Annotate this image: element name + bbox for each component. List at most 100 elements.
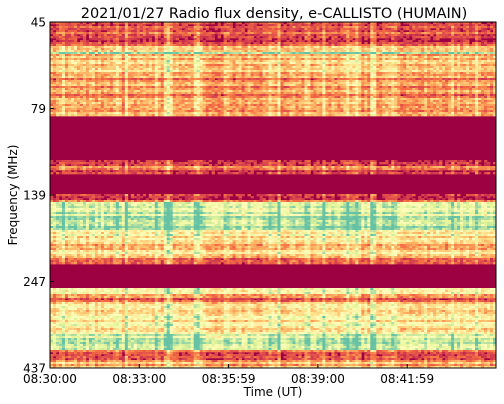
- heatmap-cell: [58, 76, 63, 79]
- heatmap-cell: [55, 24, 60, 27]
- heatmap-cell: [160, 68, 165, 71]
- heatmap-cell: [463, 32, 467, 35]
- heatmap-cell: [337, 38, 341, 41]
- heatmap-cell: [352, 88, 356, 91]
- heatmap-cell: [52, 70, 57, 73]
- heatmap-cell: [214, 62, 218, 65]
- heatmap-cell: [70, 24, 75, 27]
- heatmap-cell: [106, 86, 111, 89]
- heatmap-cell: [334, 64, 338, 67]
- heatmap-cell: [133, 38, 138, 41]
- heatmap-cell: [124, 48, 129, 51]
- heatmap-cell: [289, 76, 293, 79]
- heatmap-cell: [448, 44, 452, 47]
- heatmap-cell: [232, 76, 236, 79]
- heatmap-cell: [334, 42, 338, 45]
- heatmap-cell: [55, 50, 60, 53]
- heatmap-cell: [346, 90, 350, 93]
- heatmap-cell: [343, 38, 347, 41]
- heatmap-cell: [424, 62, 428, 65]
- heatmap-cell: [478, 34, 482, 37]
- heatmap-cell: [226, 84, 230, 87]
- heatmap-cell: [166, 28, 171, 31]
- heatmap-cell: [91, 90, 96, 93]
- heatmap-cell: [409, 56, 413, 59]
- heatmap-cell: [50, 46, 54, 49]
- heatmap-cell: [415, 46, 419, 49]
- heatmap-cell: [286, 28, 290, 31]
- heatmap-cell: [349, 34, 353, 37]
- heatmap-cell: [97, 76, 102, 79]
- heatmap-cell: [238, 42, 242, 45]
- heatmap-cell: [121, 50, 126, 53]
- heatmap-cell: [436, 88, 440, 91]
- heatmap-cell: [112, 62, 117, 65]
- heatmap-cell: [469, 34, 473, 37]
- heatmap-cell: [286, 64, 290, 67]
- heatmap-cell: [133, 88, 138, 91]
- heatmap-cell: [343, 74, 347, 77]
- heatmap-cell: [475, 82, 479, 85]
- heatmap-cell: [127, 80, 132, 83]
- heatmap-cell: [94, 28, 99, 31]
- heatmap-cell: [334, 48, 338, 51]
- heatmap-cell: [151, 54, 156, 57]
- heatmap-cell: [271, 76, 275, 79]
- heatmap-cell: [295, 88, 299, 91]
- heatmap-cell: [355, 72, 359, 75]
- heatmap-cell: [157, 88, 162, 91]
- heatmap-cell: [238, 84, 242, 87]
- heatmap-cell: [172, 56, 177, 59]
- heatmap-cell: [415, 78, 419, 81]
- heatmap-cell: [421, 78, 425, 81]
- heatmap-cell: [136, 88, 141, 91]
- heatmap-cell: [235, 64, 239, 67]
- heatmap-cell: [478, 72, 482, 75]
- heatmap-cell: [472, 66, 476, 69]
- heatmap-cell: [259, 34, 263, 37]
- heatmap-cell: [94, 72, 99, 75]
- heatmap-cell: [313, 68, 317, 71]
- heatmap-cell: [316, 48, 320, 51]
- heatmap-cell: [151, 66, 156, 69]
- heatmap-cell: [76, 42, 81, 45]
- heatmap-cell: [265, 46, 269, 49]
- heatmap-cell: [136, 44, 141, 47]
- heatmap-cell: [199, 54, 203, 57]
- heatmap-cell: [475, 64, 479, 67]
- heatmap-cell: [310, 60, 314, 63]
- heatmap-cell: [337, 86, 341, 89]
- heatmap-cell: [202, 68, 206, 71]
- heatmap-cell: [50, 64, 54, 67]
- heatmap-cell: [112, 66, 117, 69]
- heatmap-cell: [295, 30, 299, 33]
- heatmap-cell: [346, 68, 350, 71]
- heatmap-cell: [412, 54, 416, 57]
- heatmap-cell: [220, 86, 224, 89]
- heatmap-cell: [367, 60, 371, 63]
- heatmap-cell: [196, 24, 201, 27]
- heatmap-cell: [91, 36, 96, 39]
- heatmap-cell: [184, 36, 189, 39]
- heatmap-cell: [382, 72, 386, 75]
- heatmap-cell: [262, 36, 266, 39]
- heatmap-cell: [229, 46, 233, 49]
- heatmap-cell: [346, 34, 350, 37]
- heatmap-cell: [208, 74, 212, 77]
- heatmap-cell: [295, 60, 299, 63]
- heatmap-cell: [397, 76, 401, 79]
- heatmap-cell: [322, 60, 326, 63]
- heatmap-cell: [70, 40, 75, 43]
- heatmap-cell: [211, 62, 215, 65]
- heatmap-cell: [184, 60, 189, 63]
- heatmap-cell: [457, 46, 461, 49]
- heatmap-cell: [283, 36, 287, 39]
- heatmap-cell: [67, 24, 72, 27]
- heatmap-cell: [355, 76, 359, 79]
- heatmap-cell: [166, 70, 171, 73]
- heatmap-cell: [265, 52, 269, 55]
- heatmap-cell: [91, 52, 96, 55]
- heatmap-cell: [364, 36, 368, 39]
- heatmap-cell: [283, 34, 287, 37]
- heatmap-cell: [286, 42, 290, 45]
